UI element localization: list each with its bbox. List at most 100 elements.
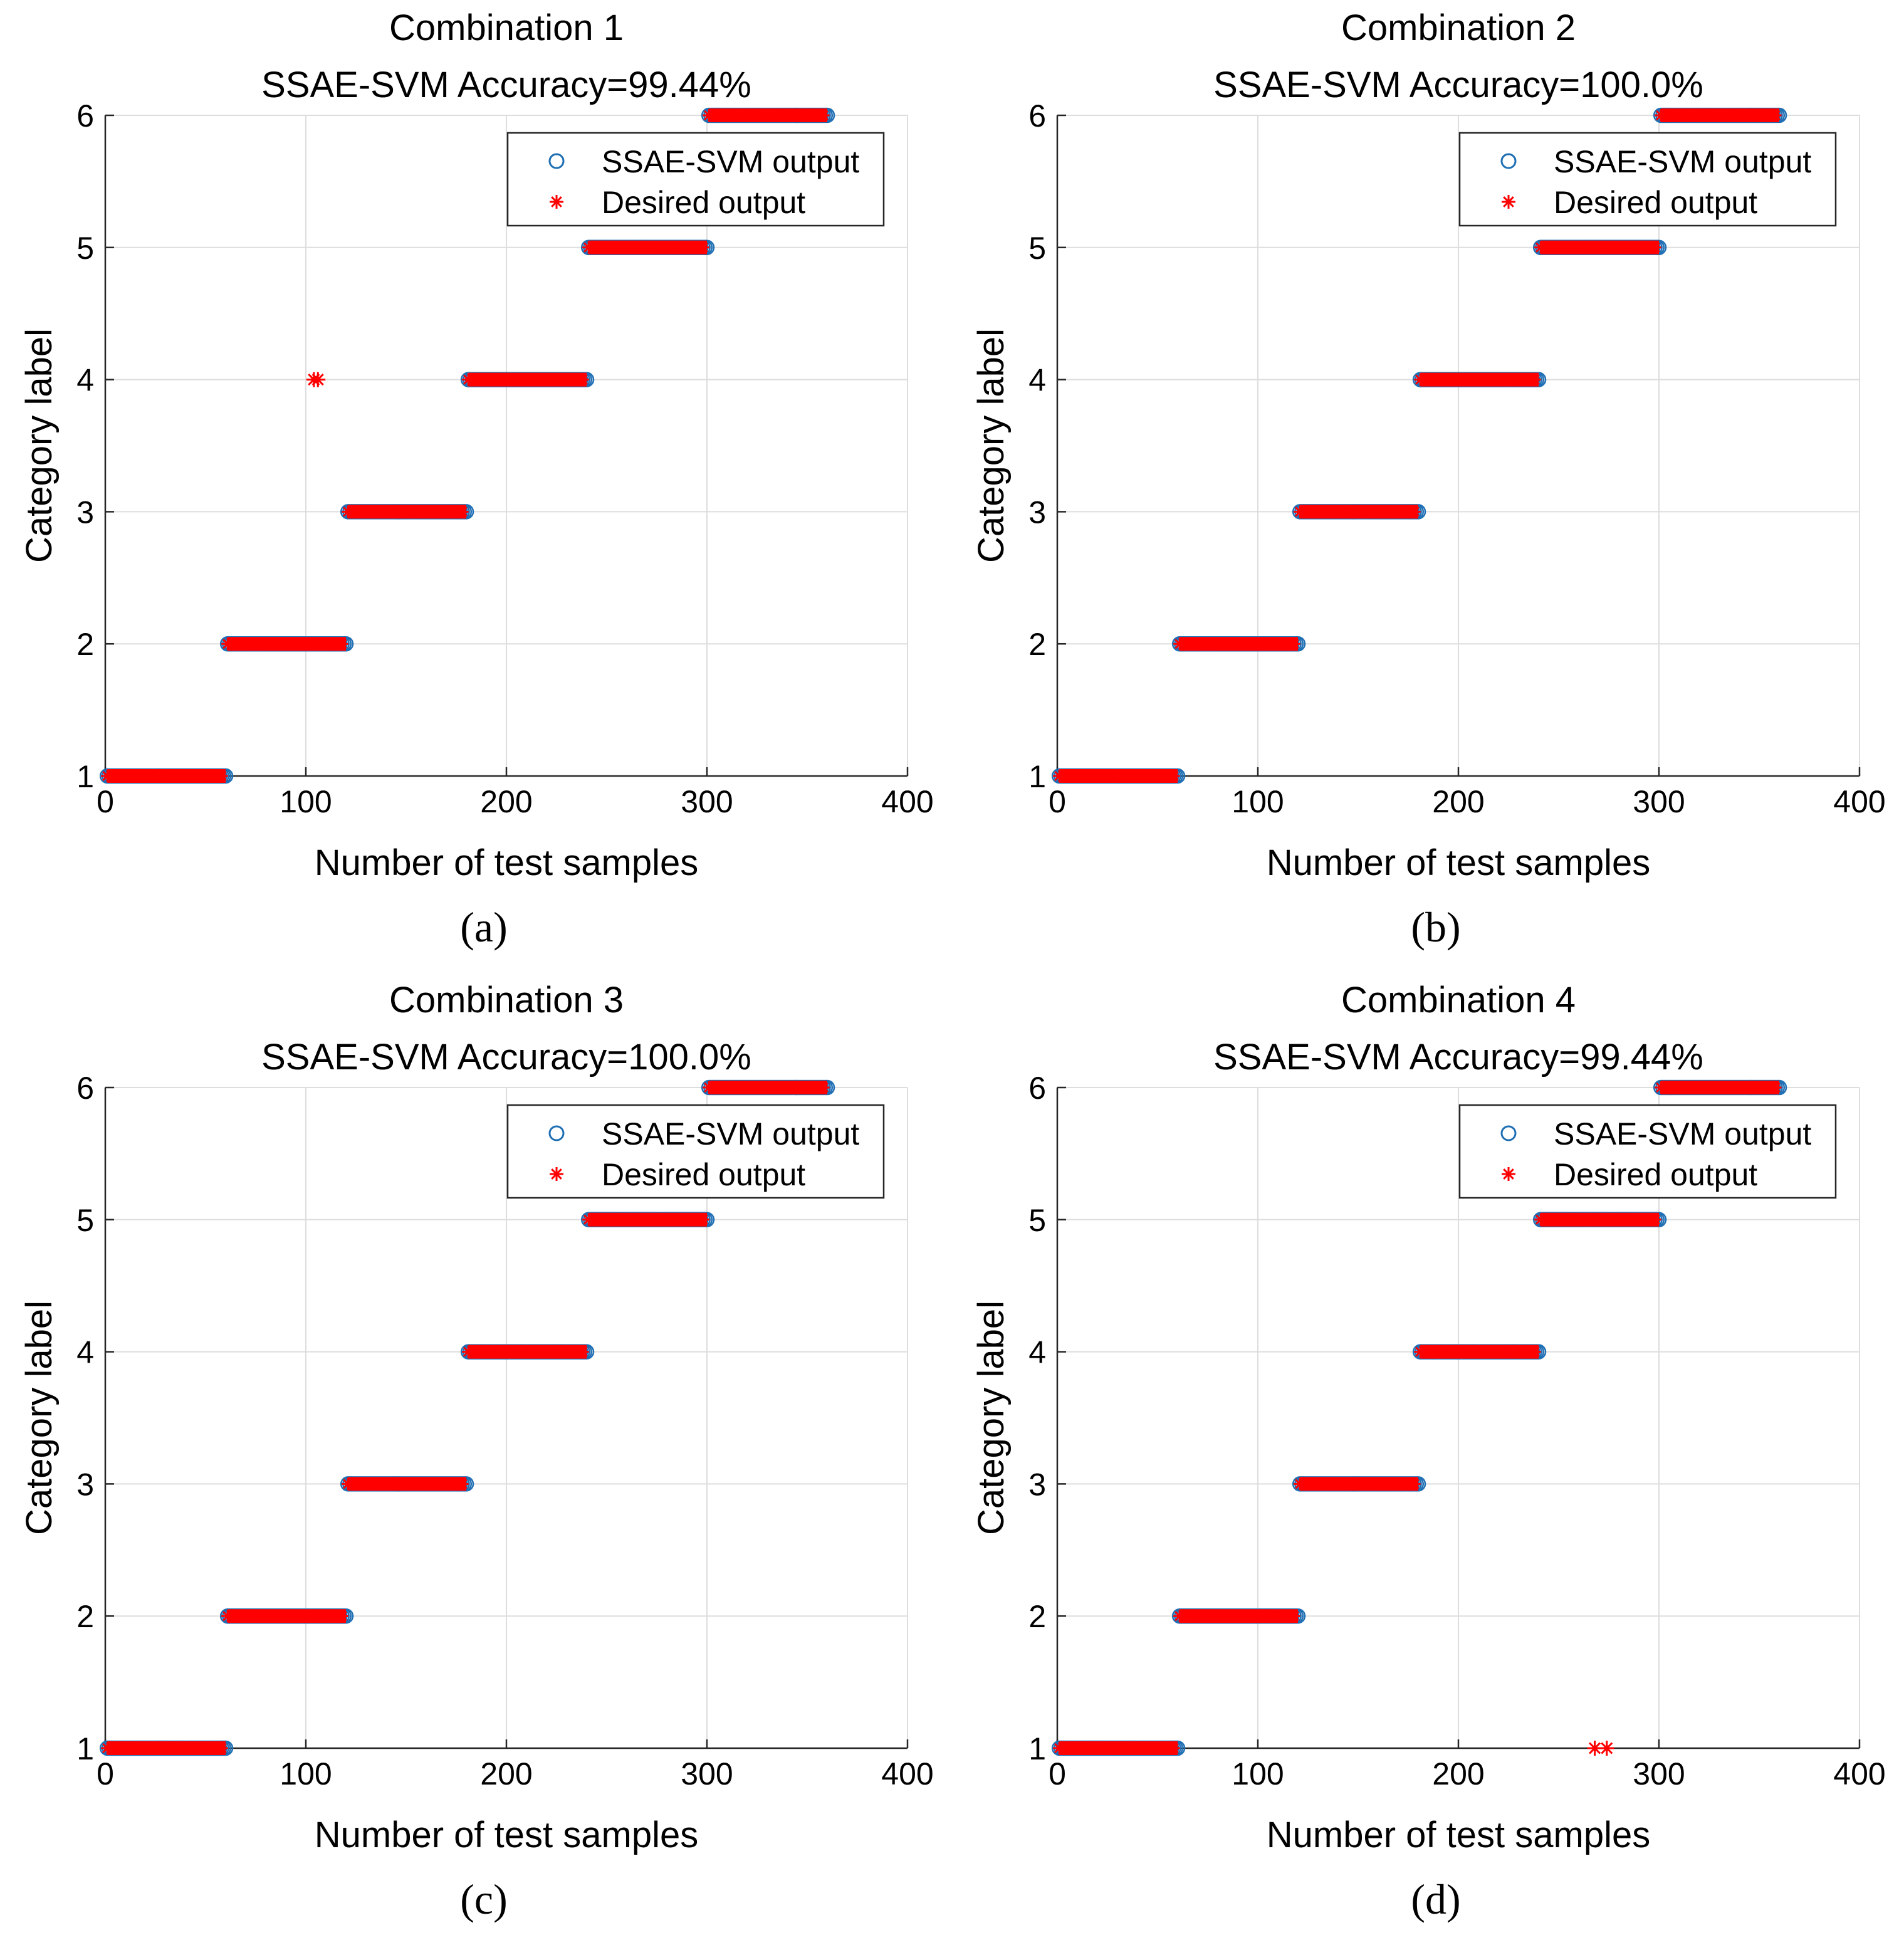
x-axis-label: Number of test samples: [315, 1815, 698, 1855]
y-tick-label: 1: [1028, 1731, 1046, 1766]
x-tick-label: 200: [480, 1756, 532, 1791]
x-tick-label: 400: [1833, 784, 1885, 819]
chart-panel-d: 0 100 200 300 400 1 2 3 4 5 6 SSAE-SVM output Desire…: [952, 972, 1904, 1944]
desired-point: [696, 1213, 709, 1226]
chart-subtitle: SSAE-SVM Accuracy=100.0%: [1213, 65, 1703, 105]
x-axis-label: Number of test samples: [315, 842, 698, 883]
x-tick-label: 0: [97, 784, 114, 819]
y-tick-label: 6: [1028, 98, 1046, 134]
legend-output-marker: [548, 153, 565, 169]
x-tick-label: 100: [280, 784, 332, 819]
chart-title: Combination 4: [1341, 980, 1576, 1020]
x-tick-label: 400: [881, 784, 933, 819]
desired-point: [1167, 770, 1180, 782]
y-tick-label: 3: [1028, 1467, 1046, 1502]
chart-panel-c: 0 100 200 300 400 1 2 3 4 5 6 SSAE-SVM output Desire…: [0, 972, 952, 1944]
y-tick-label: 6: [76, 1071, 94, 1106]
desired-point: [1769, 109, 1782, 122]
legend-desired-label: Desired output: [1554, 1157, 1757, 1192]
legend-box: [1458, 1104, 1837, 1199]
legend-output-label: SSAE-SVM output: [602, 1116, 859, 1151]
chart-svg: 0 100 200 300 400 1 2 3 4 5 6 SSAE-SVM output Desire…: [19, 980, 934, 1923]
legend: SSAE-SVM output Desired output: [1458, 132, 1837, 227]
y-axis-label: Category label: [19, 328, 60, 563]
y-tick-label: 3: [76, 1467, 94, 1502]
y-axis-label: Category label: [971, 328, 1012, 563]
legend-desired-label: Desired output: [602, 185, 805, 220]
legend-box: [506, 132, 885, 227]
chart-caption: (d): [1411, 1875, 1460, 1923]
chart-panel-a: 0 100 200 300 400 1 2 3 4 5 6 SSAE-SVM output Desire…: [0, 0, 952, 972]
x-tick-label: 100: [1232, 784, 1284, 819]
x-tick-label: 200: [1432, 784, 1484, 819]
legend: SSAE-SVM output Desired output: [506, 132, 885, 227]
legend-output-label: SSAE-SVM output: [602, 144, 859, 179]
desired-point-mismatch: [310, 372, 326, 387]
legend: SSAE-SVM output Desired output: [1458, 1104, 1837, 1199]
x-tick-label: 0: [1049, 784, 1066, 819]
y-tick-label: 1: [76, 759, 94, 794]
legend-output-marker: [1500, 1125, 1517, 1141]
y-tick-label: 4: [76, 363, 94, 398]
x-tick-label: 300: [681, 784, 733, 819]
desired-point: [696, 241, 709, 254]
legend-output-label: SSAE-SVM output: [1554, 1116, 1811, 1151]
desired-point: [335, 1610, 348, 1623]
desired-point: [456, 505, 469, 518]
y-tick-label: 5: [1028, 231, 1046, 266]
desired-point-mismatch: [1599, 1741, 1614, 1756]
chart-subtitle: SSAE-SVM Accuracy=99.44%: [1213, 1037, 1703, 1077]
desired-point: [817, 1081, 830, 1094]
legend-desired-marker: [550, 1167, 563, 1181]
y-axis-label: Category label: [971, 1301, 1012, 1535]
y-tick-label: 6: [76, 98, 94, 134]
legend-desired-label: Desired output: [1554, 185, 1757, 220]
desired-point: [1528, 373, 1541, 386]
y-tick-label: 2: [1028, 627, 1046, 662]
desired-point: [576, 1345, 589, 1358]
legend-desired-marker: [1502, 1167, 1515, 1181]
chart-svg: 0 100 200 300 400 1 2 3 4 5 6 SSAE-SVM output Desire…: [971, 8, 1886, 951]
legend-output-marker: [1500, 153, 1517, 169]
desired-point: [215, 1742, 228, 1754]
x-tick-label: 300: [1633, 1756, 1685, 1791]
desired-point: [817, 109, 830, 122]
x-tick-label: 300: [1633, 784, 1685, 819]
x-tick-label: 100: [1232, 1756, 1284, 1791]
desired-point: [1408, 505, 1421, 518]
chart-svg: 0 100 200 300 400 1 2 3 4 5 6 SSAE-SVM output Desire…: [19, 8, 934, 951]
y-tick-label: 4: [1028, 363, 1046, 398]
desired-point: [1769, 1081, 1782, 1094]
y-tick-label: 5: [76, 231, 94, 266]
y-tick-label: 3: [76, 495, 94, 530]
legend-box: [506, 1104, 885, 1199]
legend-output-label: SSAE-SVM output: [1554, 144, 1811, 179]
chart-subtitle: SSAE-SVM Accuracy=99.44%: [261, 65, 751, 105]
y-tick-label: 1: [1028, 759, 1046, 794]
chart-title: Combination 3: [389, 980, 624, 1020]
y-tick-label: 4: [1028, 1335, 1046, 1370]
chart-svg: 0 100 200 300 400 1 2 3 4 5 6 SSAE-SVM output Desire…: [971, 980, 1886, 1923]
legend: SSAE-SVM output Desired output: [506, 1104, 885, 1199]
chart-caption: (b): [1411, 903, 1460, 951]
y-tick-label: 2: [1028, 1599, 1046, 1634]
series-desired-output: [1053, 108, 1782, 783]
desired-point: [576, 373, 589, 386]
chart-caption: (a): [460, 903, 507, 951]
desired-point: [215, 770, 228, 782]
series-desired-output: [1053, 1081, 1782, 1756]
x-tick-label: 0: [97, 1756, 114, 1791]
desired-point: [1528, 1345, 1541, 1358]
desired-point: [1648, 1213, 1661, 1226]
chart-title: Combination 2: [1341, 8, 1576, 48]
legend-box: [1458, 132, 1837, 227]
y-tick-label: 6: [1028, 1071, 1046, 1106]
y-tick-label: 2: [76, 627, 94, 662]
x-tick-label: 100: [280, 1756, 332, 1791]
desired-point: [1167, 1742, 1180, 1754]
y-tick-label: 1: [76, 1731, 94, 1766]
chart-title: Combination 1: [389, 8, 624, 48]
x-tick-label: 400: [881, 1756, 933, 1791]
chart-subtitle: SSAE-SVM Accuracy=100.0%: [261, 1037, 751, 1077]
